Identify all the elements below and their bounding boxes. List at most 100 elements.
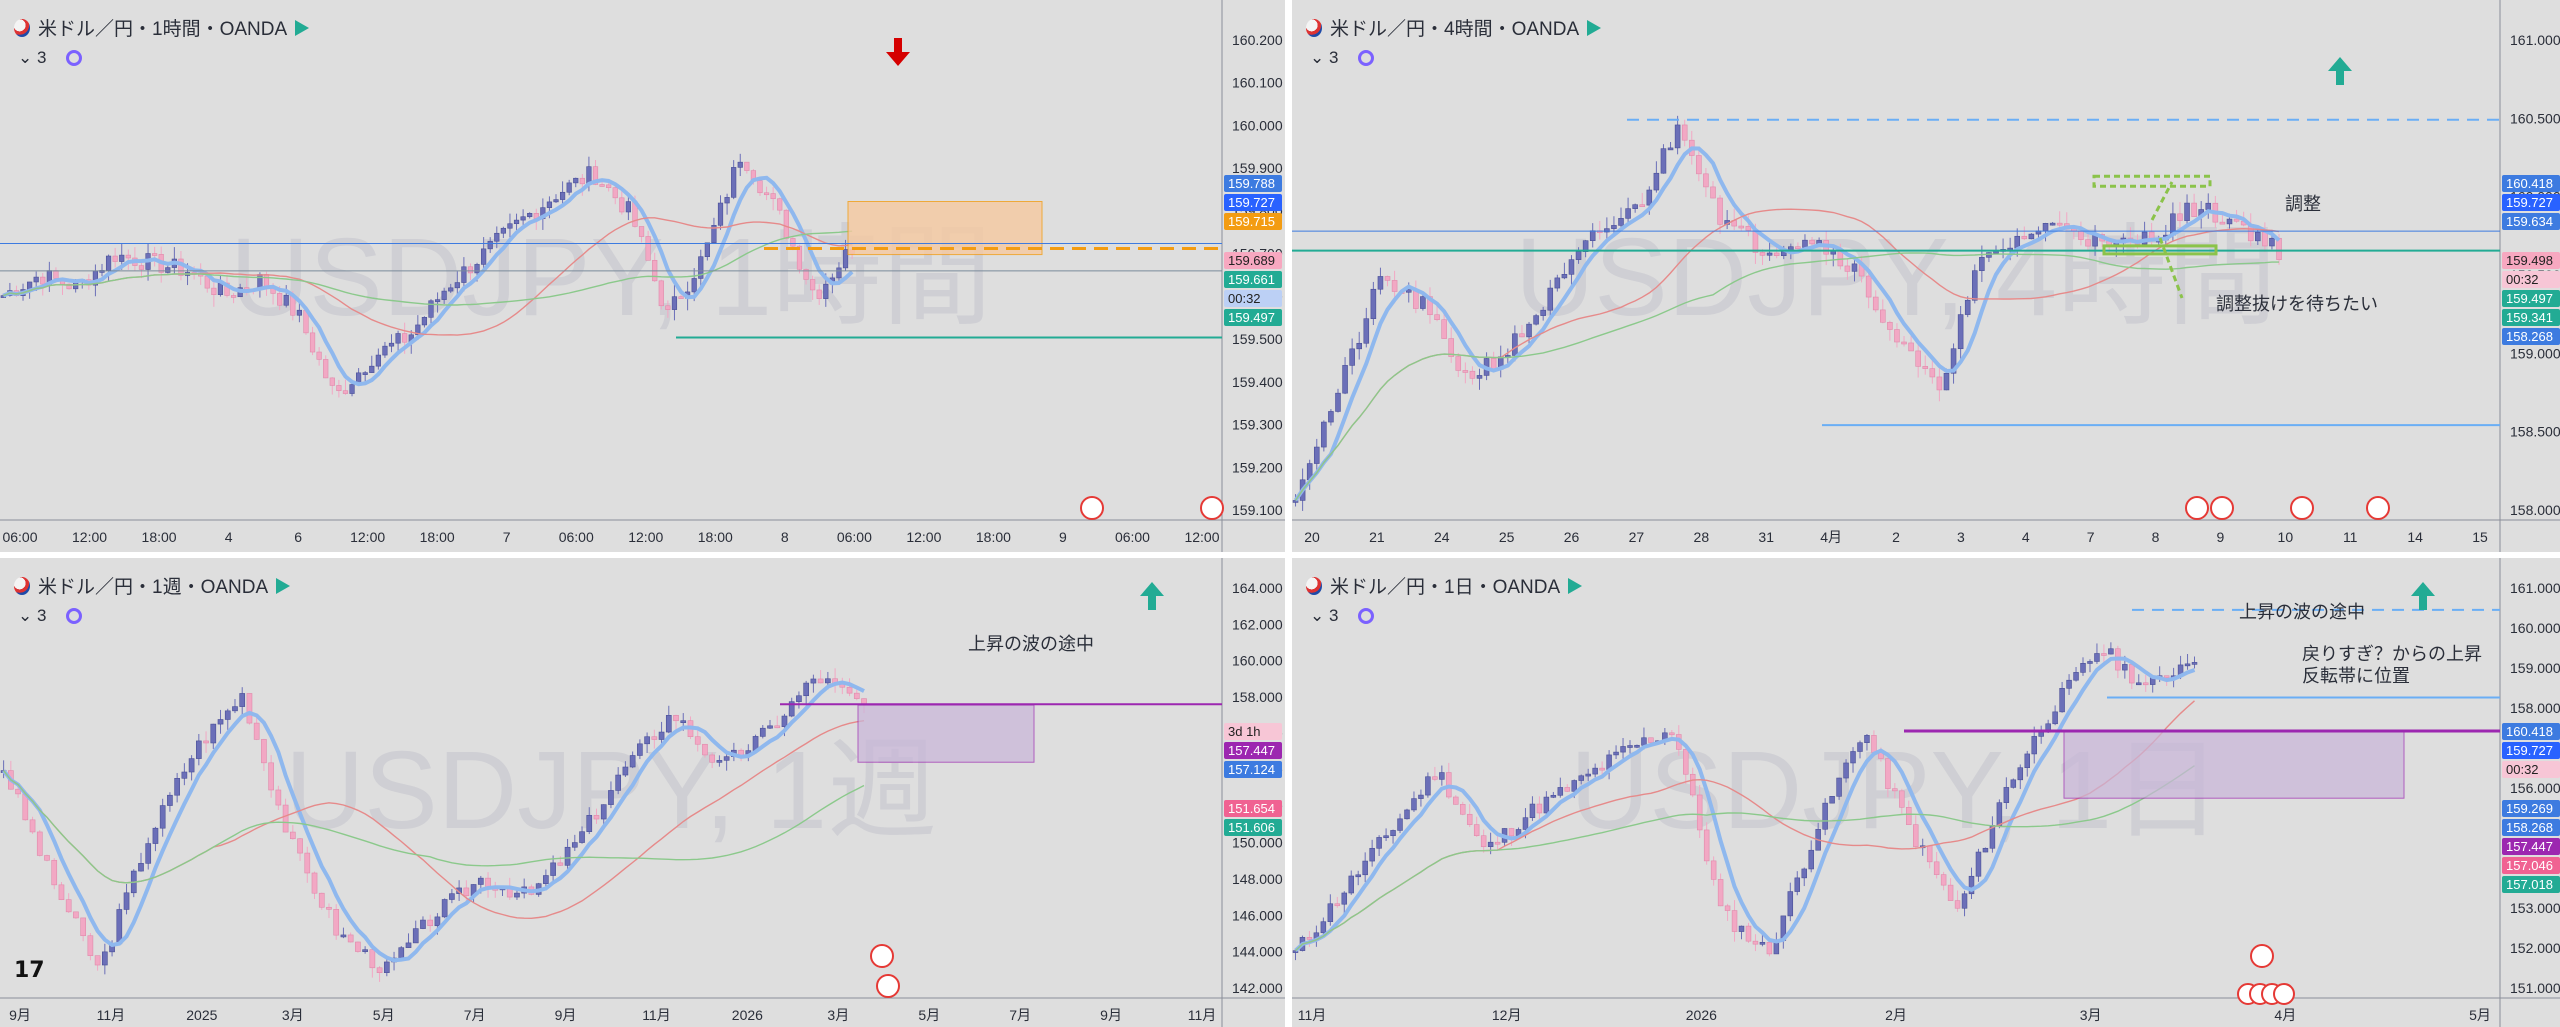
candle-down	[326, 906, 332, 910]
symbol-label: 米ドル／円・1時間・OANDA	[38, 19, 288, 40]
candle-down	[1947, 884, 1954, 901]
candle-up	[2191, 662, 2198, 665]
candle-down	[1717, 197, 1723, 225]
symbol-label: 米ドル／円・4時間・OANDA	[1330, 19, 1580, 40]
x-tick-label: 12:00	[1184, 529, 1219, 545]
price-label-bg	[1224, 761, 1282, 778]
price-label: 158.268	[2506, 329, 2553, 344]
tradingview-logo-icon[interactable]: 𝟭𝟳	[14, 957, 45, 982]
candle-up	[1738, 925, 1745, 932]
candle-down	[1703, 829, 1710, 862]
candle-down	[1731, 910, 1738, 932]
y-tick-label: 150.000	[1232, 835, 1283, 851]
candle-up	[405, 942, 412, 948]
y-tick-label: 158.500	[2510, 424, 2560, 440]
candle-up	[2059, 688, 2065, 713]
chart-svg-1d[interactable]: USDJPY, 1日161.000160.000159.000158.00015…	[1292, 558, 2560, 1027]
price-label: 157.046	[2506, 858, 2553, 873]
y-tick-label: 151.000	[2510, 980, 2560, 996]
candle-up	[1369, 847, 1375, 862]
candle-down	[376, 967, 383, 973]
candle-up	[1975, 851, 1982, 877]
price-label-bg	[2502, 838, 2560, 855]
candle-down	[1766, 941, 1773, 955]
candle-up	[1397, 818, 1403, 831]
x-tick-label: 11月	[1298, 1007, 1327, 1023]
x-tick-label: 11月	[642, 1007, 671, 1023]
candle-down	[1926, 845, 1933, 863]
chart-svg-1w[interactable]: USDJPY, 1週164.000162.000160.000158.00015…	[0, 558, 1285, 1027]
candle-up	[283, 294, 289, 306]
symbol-label: 米ドル／円・1週・OANDA	[38, 577, 269, 598]
candle-down	[369, 949, 376, 969]
symbol-title-1d[interactable]: 米ドル／円・1日・OANDA	[1306, 572, 1583, 599]
candle-up	[1363, 318, 1370, 344]
x-tick-label: 11月	[1188, 1007, 1217, 1023]
replay-icon[interactable]	[66, 608, 83, 624]
candle-up	[1625, 208, 1631, 219]
candle-up	[1836, 777, 1842, 797]
candle-up	[428, 300, 434, 318]
candle-up	[1575, 251, 1582, 260]
candle-down	[1844, 265, 1851, 272]
candle-down	[817, 678, 824, 684]
x-tick-label: 3月	[827, 1007, 849, 1023]
symbol-title-1h[interactable]: 米ドル／円・1時間・OANDA	[14, 14, 310, 41]
candle-down	[1929, 368, 1936, 378]
candle-down	[2233, 218, 2240, 222]
candle-up	[2205, 202, 2212, 210]
annotation-text: 上昇の波の途中	[2239, 602, 2365, 622]
candle-down	[2101, 653, 2107, 656]
chart-panel-4h[interactable]: USDJPY, 4時間161.000160.500160.000159.5001…	[1292, 0, 2560, 552]
x-tick-label: 3月	[282, 1007, 304, 1023]
candle-up	[507, 223, 513, 229]
price-label: 159.715	[1228, 214, 1275, 229]
indicator-toggle-1h[interactable]: ⌄ 3	[18, 48, 83, 68]
candle-up	[2122, 664, 2128, 671]
candle-down	[1453, 796, 1459, 805]
candle-down	[1306, 937, 1313, 940]
indicator-toggle-1w[interactable]: ⌄ 3	[18, 606, 83, 626]
chart-panel-1w[interactable]: USDJPY, 1週 164.000 162.000 160.000 158.000 15…	[0, 558, 1285, 1027]
replay-icon[interactable]	[1358, 608, 1375, 624]
candle-down	[355, 941, 361, 952]
candle-up	[622, 766, 629, 776]
y-tick-label: 159.100	[1232, 502, 1283, 518]
chart-panel-1d[interactable]: USDJPY, 1日 161.000 160.000 159.000 158.000 15…	[1292, 558, 2560, 1027]
x-tick-label: 2月	[1885, 1007, 1907, 1023]
price-label-bg	[2502, 328, 2560, 345]
replay-icon[interactable]	[1358, 50, 1375, 66]
candle-down	[1940, 874, 1947, 886]
candle-down	[665, 305, 671, 310]
symbol-title-4h[interactable]: 米ドル／円・4時間・OANDA	[1306, 14, 1602, 41]
candle-down	[2021, 235, 2028, 240]
symbol-title-1w[interactable]: 米ドル／円・1週・OANDA	[14, 572, 291, 599]
indicator-toggle-4h[interactable]: ⌄ 3	[1310, 48, 1375, 68]
market-open-icon	[295, 19, 310, 36]
candle-up	[608, 790, 614, 805]
candle-down	[816, 289, 822, 299]
event-icon	[876, 974, 900, 998]
candle-up	[2108, 648, 2114, 655]
candle-up	[1964, 299, 1971, 315]
chart-svg-1h[interactable]: USDJPY, 1時間160.200160.100160.000159.9001…	[0, 0, 1285, 552]
candle-down	[1689, 773, 1696, 796]
candle-up	[723, 756, 730, 761]
price-label-bg	[1224, 213, 1282, 230]
candle-down	[1334, 903, 1341, 907]
indicator-toggle-1d[interactable]: ⌄ 3	[1310, 606, 1375, 626]
replay-icon[interactable]	[66, 50, 83, 66]
candle-up	[105, 255, 112, 271]
candle-up	[1405, 289, 1412, 293]
candle-up	[2017, 767, 2024, 781]
candle-up	[415, 324, 421, 336]
candle-down	[810, 279, 816, 291]
candle-up	[546, 201, 553, 208]
chart-panel-1h[interactable]: USDJPY, 1時間 160.200 160.100 160.000 159.900 1…	[0, 0, 1285, 552]
candle-up	[1822, 802, 1828, 830]
candle-up	[2226, 218, 2233, 225]
annotation-text: 戻りすぎ？からの上昇	[2302, 644, 2482, 664]
candle-up	[1585, 773, 1591, 777]
chart-svg-4h[interactable]: USDJPY, 4時間161.000160.500160.000159.5001…	[1292, 0, 2560, 552]
price-label: 00:32	[2506, 272, 2539, 287]
